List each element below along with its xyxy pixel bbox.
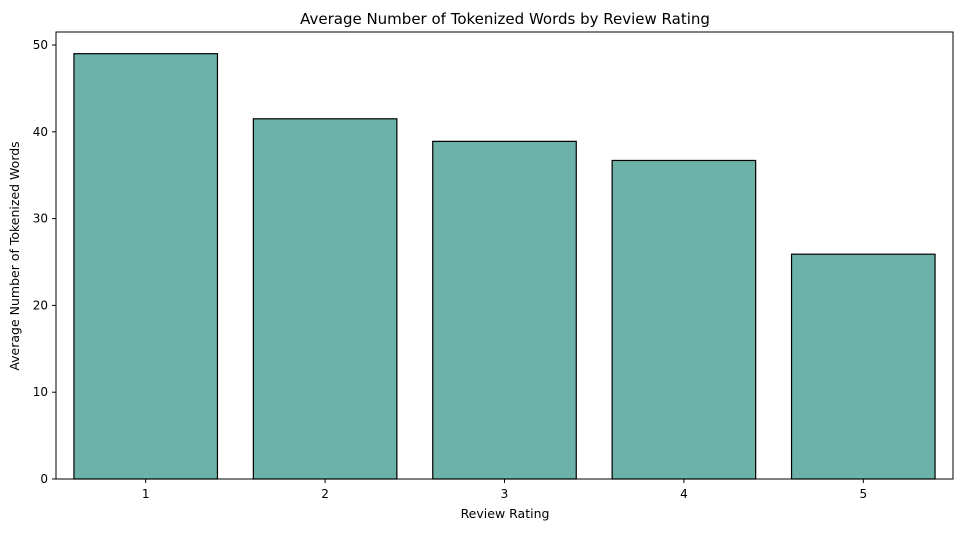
x-tick-label: 3: [501, 487, 509, 501]
x-axis-ticks: 1 2 3 4 5: [142, 479, 867, 501]
bar-rating-5: [790, 253, 936, 480]
y-tick-label: 10: [33, 385, 48, 399]
x-tick-label: 5: [859, 487, 867, 501]
bar-group: [73, 53, 936, 480]
bar-rating-2: [252, 118, 398, 480]
plot-frame: [55, 31, 954, 480]
x-tick-label: 4: [680, 487, 688, 501]
x-axis-title: Review Rating: [461, 506, 550, 521]
bar-rating-3: [432, 140, 577, 480]
y-axis-ticks: 0 10 20 30 40 50: [33, 38, 56, 486]
y-tick-label: 30: [33, 212, 48, 226]
bar-rating-4: [611, 159, 757, 480]
chart-title: Average Number of Tokenized Words by Rev…: [300, 10, 710, 28]
x-tick-label: 1: [142, 487, 150, 501]
y-tick-label: 50: [33, 38, 48, 52]
y-axis-title: Average Number of Tokenized Words: [7, 141, 22, 370]
y-tick-label: 0: [40, 472, 48, 486]
y-tick-label: 40: [33, 125, 48, 139]
x-tick-label: 2: [321, 487, 329, 501]
y-tick-label: 20: [33, 298, 48, 312]
bar-rating-1: [73, 53, 219, 480]
